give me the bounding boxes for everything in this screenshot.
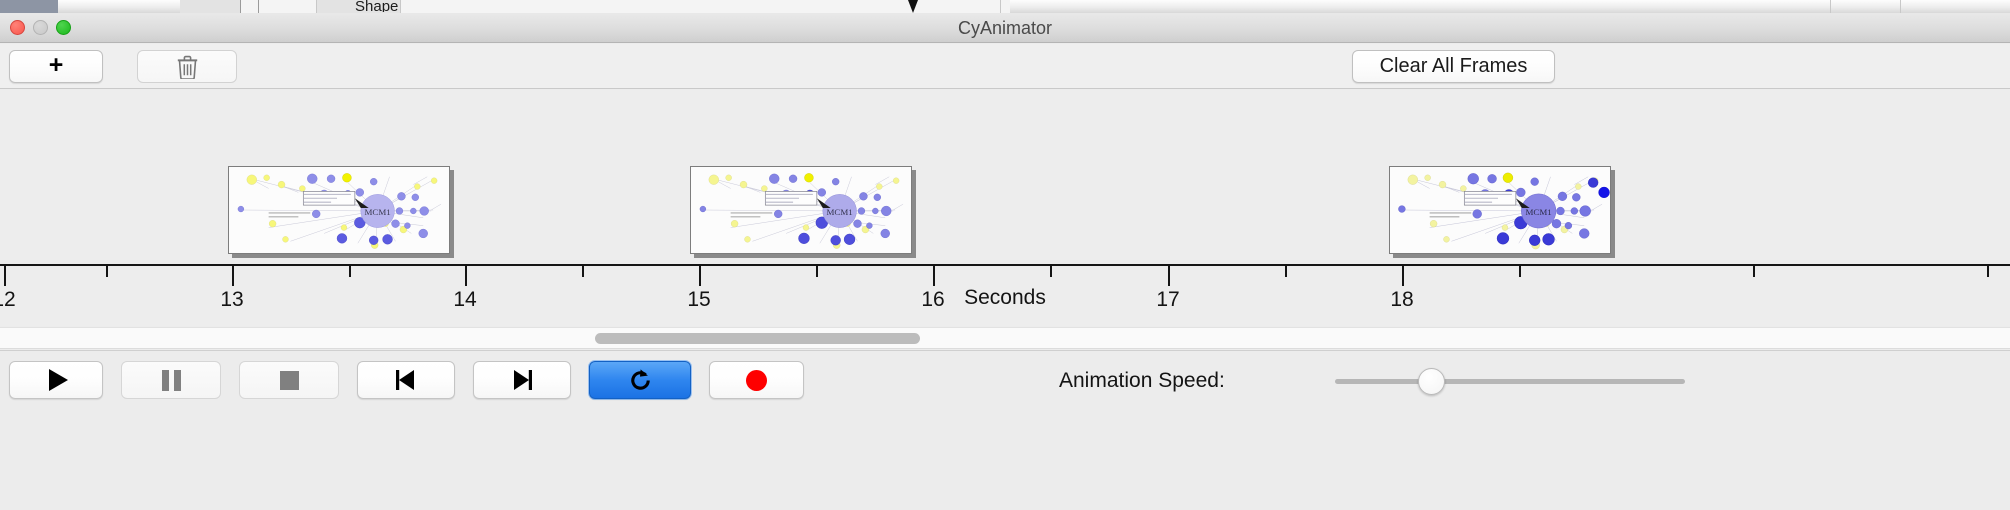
skip-back-icon (396, 370, 414, 390)
bg-panel-fragment-6 (1010, 0, 2010, 13)
record-button[interactable] (709, 361, 804, 399)
axis-title: Seconds (964, 286, 1046, 309)
bg-window-label-shape: Shape (355, 0, 399, 12)
bg-sidebar-fragment (0, 0, 58, 13)
bg-divider-7 (1900, 0, 1901, 13)
axis-tick-major (933, 266, 935, 286)
traffic-light-group (10, 20, 71, 35)
axis-tick-major (699, 266, 701, 286)
keyframe-thumbnail[interactable]: MCM1 (228, 166, 450, 254)
timeline-panel[interactable]: MCM1 (0, 90, 2010, 326)
axis-tick-minor (1753, 266, 1755, 277)
window-title-bar: CyAnimator (0, 13, 2010, 43)
bg-divider-6 (1830, 0, 1831, 13)
pause-button[interactable] (121, 361, 221, 399)
axis-tick-minor (1285, 266, 1287, 277)
axis-tick-minor (1050, 266, 1052, 277)
bg-panel-fragment-3 (240, 0, 316, 13)
bg-divider-5 (1000, 0, 1001, 13)
loop-icon (630, 368, 650, 390)
axis-tick-minor (1519, 266, 1521, 277)
axis-tick-major (465, 266, 467, 286)
animation-speed-label: Animation Speed: (1059, 369, 1225, 392)
stop-button[interactable] (239, 361, 339, 399)
add-frame-button[interactable]: + (9, 50, 103, 83)
axis-tick-major (1402, 266, 1404, 286)
scrollbar-thumb[interactable] (595, 333, 920, 344)
bg-divider-3 (316, 0, 317, 13)
bg-divider-4 (400, 0, 401, 13)
axis-tick-label: 15 (687, 288, 711, 311)
plus-icon: + (48, 51, 64, 79)
skip-to-start-button[interactable] (357, 361, 455, 399)
minimize-window-icon[interactable] (33, 20, 48, 35)
axis-tick-label: 12 (0, 288, 16, 311)
network-thumbnail-3: MCM1 (1390, 167, 1610, 253)
bg-panel-fragment-4 (316, 0, 400, 13)
axis-tick-label: 16 (921, 288, 945, 311)
svg-text:MCM1: MCM1 (827, 207, 853, 217)
timeline-horizontal-scrollbar[interactable] (0, 327, 2010, 349)
bg-divider-1 (240, 0, 241, 13)
bg-panel-fragment-5 (400, 0, 1010, 13)
bg-divider-2 (258, 0, 259, 13)
bg-cursor-fragment (908, 0, 918, 13)
axis-tick-major (4, 266, 6, 286)
play-button[interactable] (9, 361, 103, 399)
network-thumbnail-2: MCM1 (691, 167, 911, 253)
stop-icon (279, 370, 299, 390)
svg-text:MCM1: MCM1 (1526, 207, 1552, 217)
window-title: CyAnimator (957, 18, 1053, 38)
axis-tick-minor (106, 266, 108, 277)
axis-tick-label: 14 (453, 288, 477, 311)
delete-frame-button[interactable] (137, 50, 237, 83)
slider-thumb[interactable] (1418, 368, 1445, 395)
axis-tick-label: 17 (1156, 288, 1180, 311)
playback-control-bar: Animation Speed: (0, 350, 2010, 510)
axis-tick-minor (1987, 266, 1989, 277)
axis-tick-major (232, 266, 234, 286)
pause-icon (161, 369, 181, 391)
axis-tick-minor (582, 266, 584, 277)
loop-button[interactable] (589, 361, 691, 399)
maximize-window-icon[interactable] (56, 20, 71, 35)
frame-toolbar: + Clear All Frames (0, 44, 2010, 89)
skip-forward-icon (514, 370, 532, 390)
animation-speed-slider[interactable] (1335, 368, 1685, 395)
axis-tick-minor (816, 266, 818, 277)
svg-text:MCM1: MCM1 (365, 207, 391, 217)
axis-tick-major (1168, 266, 1170, 286)
record-icon (746, 369, 767, 391)
clear-all-frames-button[interactable]: Clear All Frames (1352, 50, 1555, 83)
slider-track[interactable] (1335, 379, 1685, 384)
network-thumbnail-1: MCM1 (229, 167, 449, 253)
axis-tick-label: 13 (220, 288, 244, 311)
timeline-axis-line (0, 264, 2010, 266)
bg-panel-fragment-2 (180, 0, 240, 13)
play-icon (48, 369, 68, 391)
axis-tick-label: 18 (1390, 288, 1414, 311)
background-windows-strip: Shape (0, 0, 2010, 13)
keyframe-thumbnail[interactable]: MCM1 (1389, 166, 1611, 254)
axis-tick-minor (349, 266, 351, 277)
skip-to-end-button[interactable] (473, 361, 571, 399)
timeline-track[interactable]: MCM1 (0, 90, 2010, 326)
close-window-icon[interactable] (10, 20, 25, 35)
clear-all-frames-label: Clear All Frames (1379, 55, 1528, 77)
keyframe-thumbnail[interactable]: MCM1 (690, 166, 912, 254)
bg-panel-fragment-1 (58, 0, 180, 13)
trash-icon (177, 55, 197, 79)
